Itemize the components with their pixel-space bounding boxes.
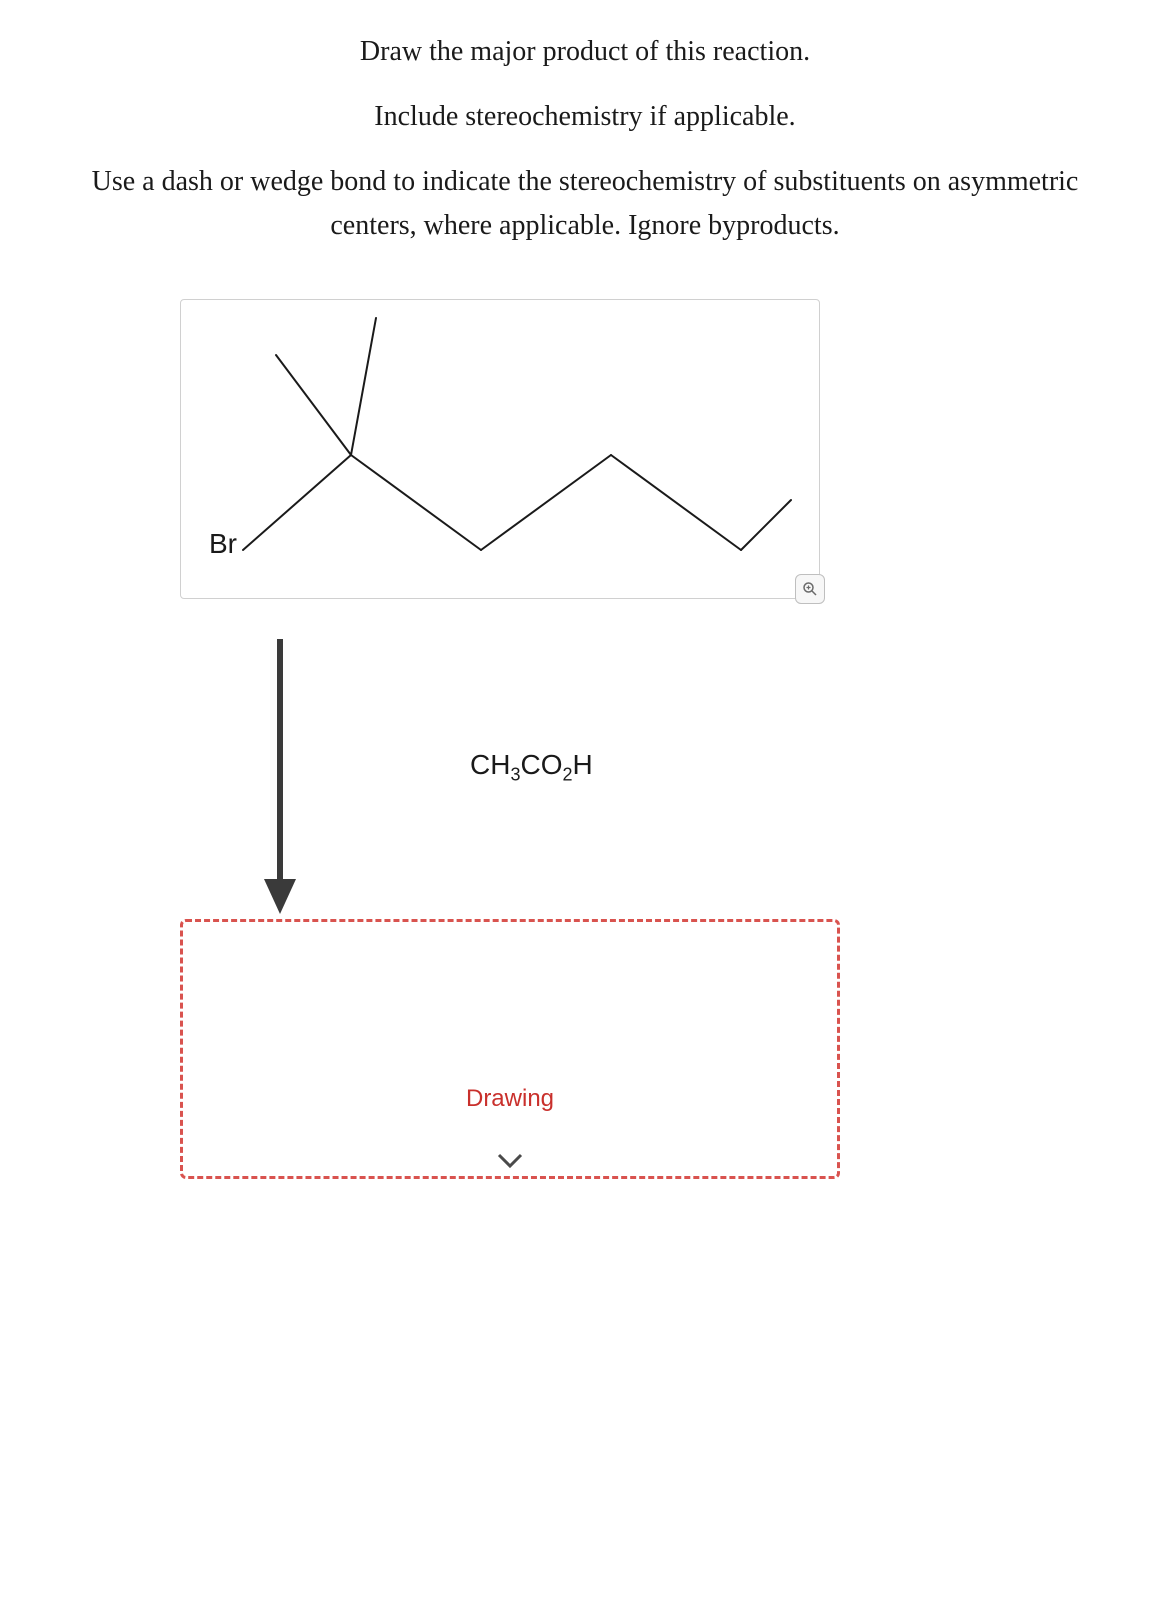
reactant-structure-panel[interactable]: Br: [180, 299, 820, 599]
question-prompt: Draw the major product of this reaction.…: [60, 30, 1110, 249]
prompt-line-2: Include stereochemistry if applicable.: [60, 95, 1110, 140]
reagent-sub-2: 2: [562, 765, 572, 785]
prompt-line-1: Draw the major product of this reaction.: [60, 30, 1110, 75]
reagent-co: CO: [520, 749, 562, 780]
reagent-label: CH3CO2H: [470, 749, 593, 786]
bromine-atom-label: Br: [209, 528, 237, 560]
reagent-h: H: [572, 749, 592, 780]
product-drawing-area[interactable]: Drawing: [180, 919, 840, 1179]
chevron-down-icon: [495, 1151, 525, 1171]
reagent-ch: CH: [470, 749, 510, 780]
reaction-arrow-region: CH3CO2H: [180, 599, 820, 919]
molecule-svg: [181, 300, 821, 600]
reagent-sub-3: 3: [510, 765, 520, 785]
reaction-arrow: [260, 639, 320, 919]
drawing-placeholder-label: Drawing: [466, 1085, 554, 1113]
zoom-icon: [802, 581, 818, 597]
prompt-line-3: Use a dash or wedge bond to indicate the…: [60, 160, 1110, 250]
